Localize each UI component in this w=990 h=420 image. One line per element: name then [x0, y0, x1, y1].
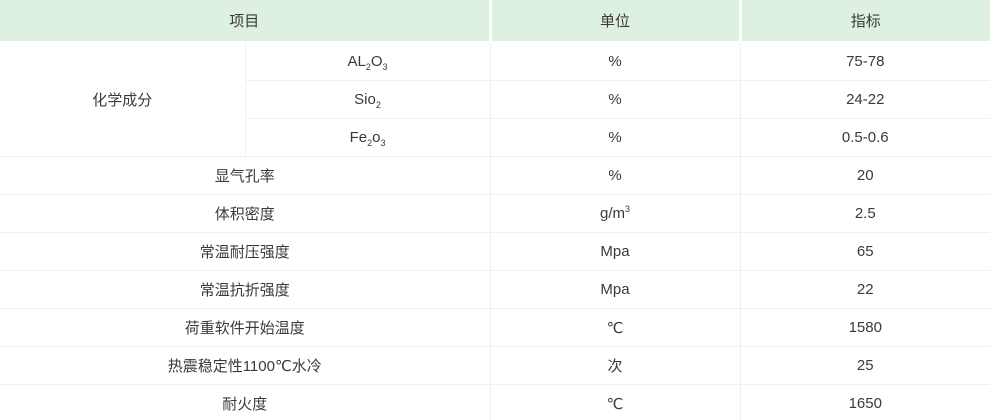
table-row-chem-fe2o3: Fe2o3 % 0.5-0.6 — [0, 118, 990, 157]
table-row-refractoriness: 耐火度 ℃ 1650 — [0, 384, 990, 420]
table-row-chem-al2o3: 化学成分 AL2O3 % 75-78 — [0, 41, 990, 157]
value-cell: 24-22 — [739, 80, 990, 119]
table-row-flexural-strength: 常温抗折强度 Mpa 22 — [0, 270, 990, 309]
formula-subscript: 3 — [380, 138, 386, 148]
table-row-softening-temp: 荷重软件开始温度 ℃ 1580 — [0, 308, 990, 347]
header-row: 项目 单位 指标 — [0, 0, 990, 43]
table-row-crushing-strength: 常温耐压强度 Mpa 65 — [0, 232, 990, 271]
unit-cell: % — [489, 156, 741, 195]
chem-formula-sio2: Sio2 — [244, 80, 491, 119]
formula-subscript: 3 — [382, 62, 388, 72]
value-cell: 1580 — [739, 308, 990, 347]
formula-subscript: 2 — [367, 138, 373, 148]
value-cell: 65 — [739, 232, 990, 271]
item-cell: 显气孔率 — [0, 156, 491, 195]
chem-formula-fe2o3: Fe2o3 — [244, 118, 491, 157]
item-cell: 荷重软件开始温度 — [0, 308, 491, 347]
unit-cell: ℃ — [489, 308, 741, 347]
header-cell-item: 项目 — [0, 0, 491, 43]
item-cell: 耐火度 — [0, 384, 491, 420]
chem-formula-al2o3: AL2O3 — [244, 41, 491, 81]
formula-text: Sio — [354, 91, 376, 108]
formula-subscript: 2 — [365, 62, 371, 72]
item-cell: 常温抗折强度 — [0, 270, 491, 309]
unit-superscript: 3 — [625, 204, 631, 214]
table-row-thermal-shock: 热震稳定性1100℃水冷 次 25 — [0, 346, 990, 385]
formula-subscript: 2 — [375, 100, 381, 110]
value-cell: 22 — [739, 270, 990, 309]
item-cell: 热震稳定性1100℃水冷 — [0, 346, 491, 385]
unit-text: g/m — [600, 205, 626, 222]
value-cell: 25 — [739, 346, 990, 385]
unit-cell: 次 — [489, 346, 741, 385]
formula-text: AL — [347, 53, 366, 70]
table-row-density: 体积密度 g/m3 2.5 — [0, 194, 990, 233]
value-cell: 20 — [739, 156, 990, 195]
value-cell: 1650 — [739, 384, 990, 420]
chem-group-label: 化学成分 — [0, 41, 245, 157]
unit-cell: Mpa — [489, 232, 741, 271]
unit-cell: g/m3 — [489, 194, 741, 233]
value-cell: 0.5-0.6 — [739, 118, 990, 157]
header-cell-unit: 单位 — [488, 0, 741, 43]
value-cell: 75-78 — [739, 41, 990, 81]
item-cell: 常温耐压强度 — [0, 232, 491, 271]
header-cell-index: 指标 — [738, 0, 990, 43]
formula-text: O — [370, 53, 383, 70]
unit-cell: % — [489, 41, 741, 81]
unit-cell: ℃ — [489, 384, 741, 420]
item-cell: 体积密度 — [0, 194, 491, 233]
unit-cell: % — [489, 118, 741, 157]
table-row-porosity: 显气孔率 % 20 — [0, 156, 990, 195]
value-cell: 2.5 — [739, 194, 990, 233]
unit-cell: % — [489, 80, 741, 119]
formula-text: Fe — [349, 129, 368, 146]
table-row-chem-sio2: Sio2 % 24-22 — [0, 80, 990, 119]
formula-text: o — [372, 129, 381, 146]
unit-cell: Mpa — [489, 270, 741, 309]
